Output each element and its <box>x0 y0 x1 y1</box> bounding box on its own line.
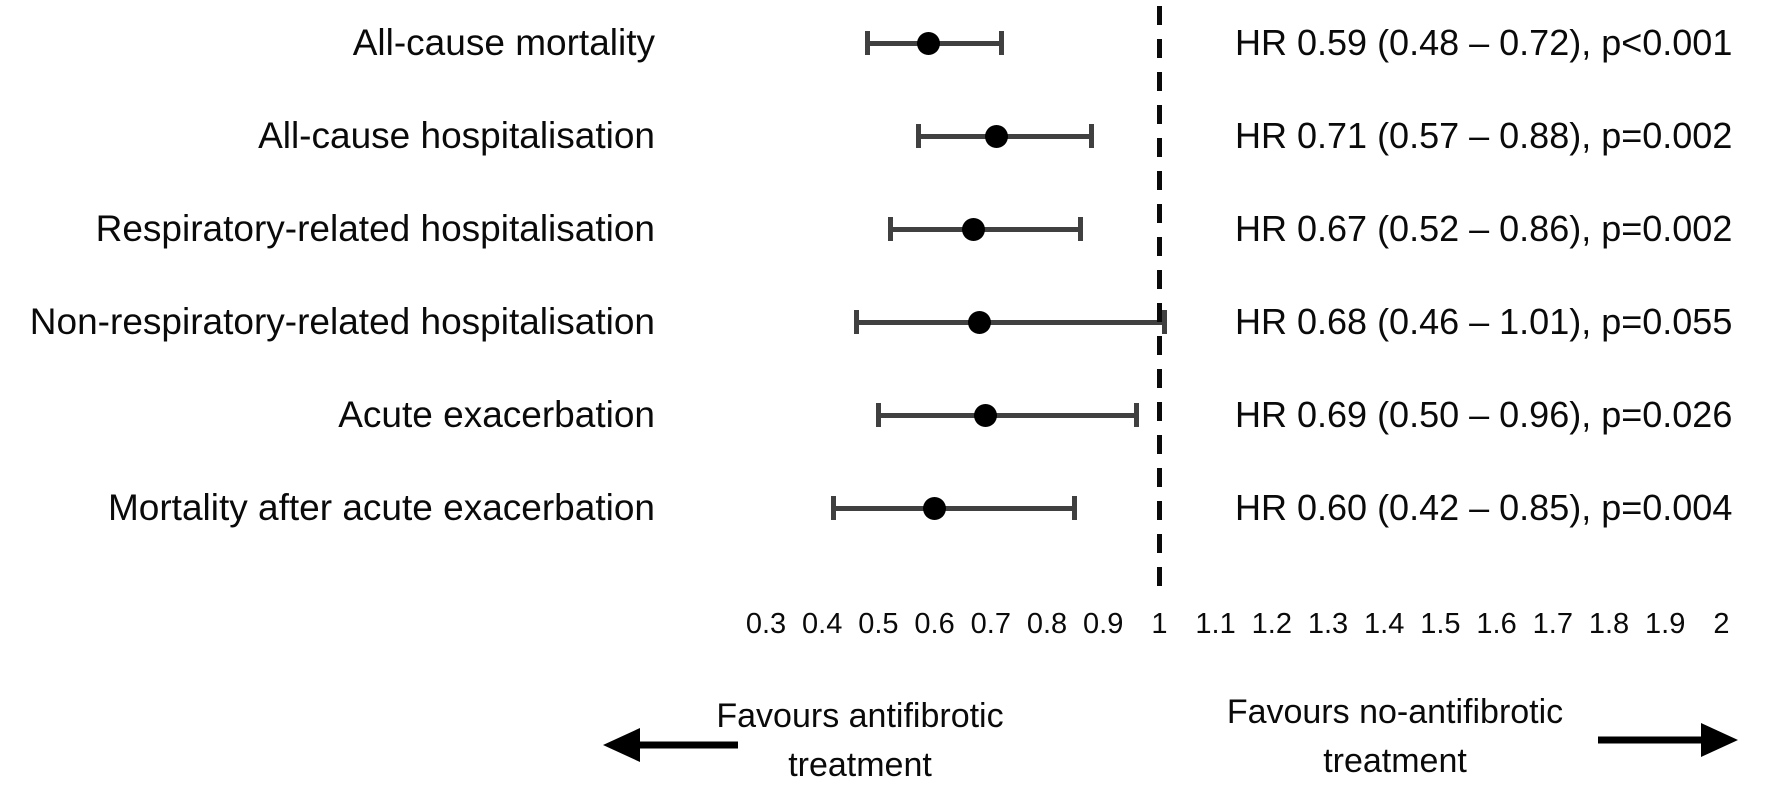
ci-cap-high <box>1133 403 1139 427</box>
x-tick-label: 0.6 <box>914 608 955 640</box>
x-tick-label: 0.3 <box>745 608 787 640</box>
ci-cap-low <box>865 31 871 55</box>
outcome-label: Non-respiratory-related hospitalisation <box>29 301 655 342</box>
favours-right-label: Favours no-antifibrotic treatment <box>1185 688 1605 786</box>
reference-line-hr-1 <box>1157 6 1162 590</box>
hr-point <box>968 310 992 334</box>
ci-bar <box>855 320 1165 325</box>
x-tick-label: 1.9 <box>1645 608 1686 640</box>
x-tick-label: 1.7 <box>1532 608 1573 640</box>
favours-left-label: Favours antifibrotic treatment <box>650 692 1070 790</box>
x-tick-label: 1.3 <box>1307 608 1349 640</box>
ci-bar <box>833 506 1076 511</box>
hr-annotation: HR 0.71 (0.57 – 0.88), p=0.002 <box>1235 115 1733 156</box>
favours-left-line2: treatment <box>788 746 932 784</box>
ci-cap-high <box>999 31 1005 55</box>
hr-point <box>984 124 1008 148</box>
hr-point <box>917 31 941 55</box>
x-tick-label: 1.5 <box>1420 608 1461 640</box>
x-tick-label: 1.1 <box>1195 608 1236 640</box>
x-tick-label: 0.4 <box>802 608 843 640</box>
hr-point <box>923 496 947 520</box>
x-tick-label: 1.6 <box>1476 608 1517 640</box>
outcome-label: All-cause mortality <box>352 22 655 63</box>
hr-point <box>962 217 986 241</box>
ci-cap-high <box>1077 217 1083 241</box>
arrow-right-icon <box>1598 723 1738 757</box>
ci-cap-low <box>831 496 837 520</box>
outcome-label: Mortality after acute exacerbation <box>107 487 655 528</box>
x-tick-label: 2 <box>1713 608 1730 640</box>
arrow-left-icon <box>603 728 738 762</box>
x-tick-label: 0.8 <box>1026 608 1068 640</box>
favours-right-line2: treatment <box>1323 742 1467 780</box>
ci-bar <box>889 227 1081 232</box>
ci-cap-low <box>853 310 859 334</box>
x-tick-label: 1 <box>1151 608 1168 640</box>
outcome-label: All-cause hospitalisation <box>258 115 655 156</box>
hr-annotation: HR 0.59 (0.48 – 0.72), p<0.001 <box>1235 22 1733 63</box>
favours-right-line1: Favours no-antifibrotic <box>1226 693 1564 731</box>
hr-annotation: HR 0.69 (0.50 – 0.96), p=0.026 <box>1235 394 1733 435</box>
hr-annotation: HR 0.68 (0.46 – 1.01), p=0.055 <box>1235 301 1733 342</box>
x-tick-label: 0.7 <box>970 608 1011 640</box>
outcome-label: Respiratory-related hospitalisation <box>95 208 655 249</box>
x-tick-label: 0.5 <box>858 608 899 640</box>
x-tick-label: 1.8 <box>1588 608 1630 640</box>
x-tick-label: 1.4 <box>1364 608 1405 640</box>
ci-cap-high <box>1162 310 1168 334</box>
ci-cap-high <box>1072 496 1078 520</box>
hr-annotation: HR 0.67 (0.52 – 0.86), p=0.002 <box>1235 208 1733 249</box>
x-tick-label: 0.9 <box>1083 608 1124 640</box>
ci-cap-high <box>1088 124 1094 148</box>
ci-cap-low <box>887 217 893 241</box>
ci-cap-low <box>876 403 882 427</box>
ci-bar <box>878 413 1137 418</box>
outcome-label: Acute exacerbation <box>338 394 655 435</box>
hr-point <box>973 403 997 427</box>
hr-annotation: HR 0.60 (0.42 – 0.85), p=0.004 <box>1235 487 1733 528</box>
favours-left-line1: Favours antifibrotic <box>716 697 1004 735</box>
x-tick-label: 1.2 <box>1251 608 1292 640</box>
ci-cap-low <box>915 124 921 148</box>
